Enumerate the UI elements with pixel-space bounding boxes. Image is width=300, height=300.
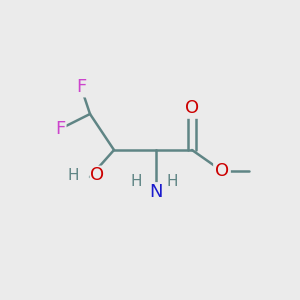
Text: O: O [215, 162, 229, 180]
Text: F: F [55, 120, 65, 138]
Text: O: O [90, 167, 105, 184]
Text: O: O [185, 99, 199, 117]
Text: H: H [68, 168, 79, 183]
Text: F: F [76, 78, 86, 96]
Text: H: H [131, 174, 142, 189]
Text: N: N [149, 183, 163, 201]
Text: H: H [167, 174, 178, 189]
